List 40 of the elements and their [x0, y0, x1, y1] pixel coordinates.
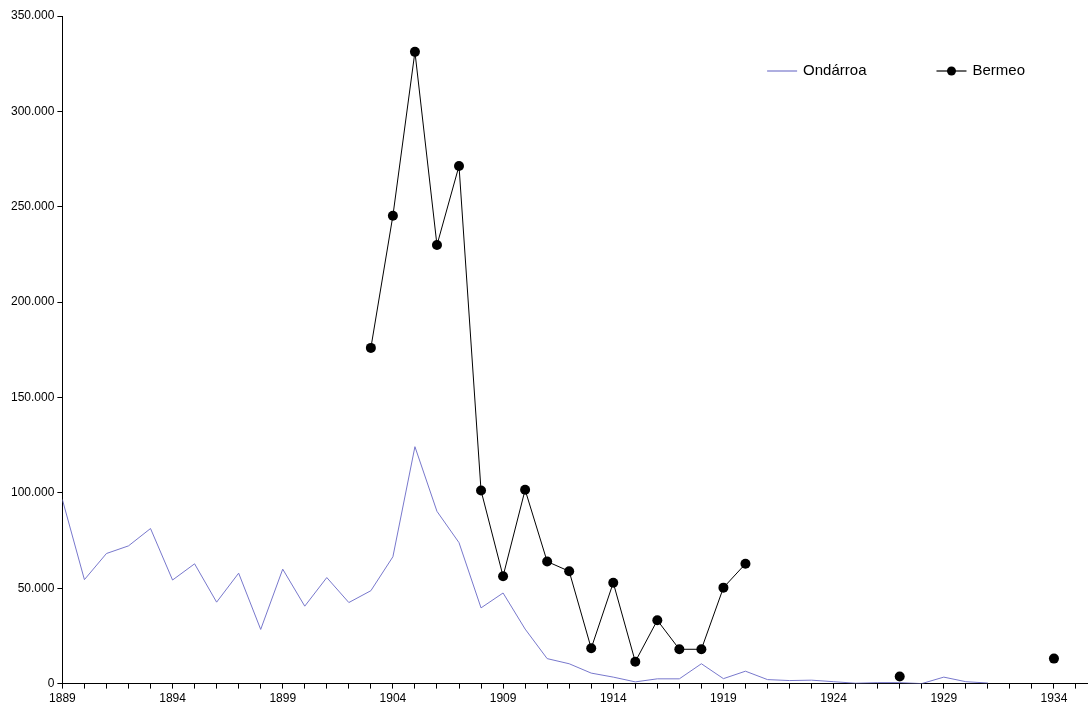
x-tick-label: 1894	[159, 691, 187, 706]
point	[409, 46, 420, 57]
x-tick-label: 1929	[930, 691, 958, 706]
x-tick-label: 1924	[820, 691, 848, 706]
point	[718, 582, 729, 593]
x-tick-label: 1914	[599, 691, 627, 706]
point	[608, 577, 619, 588]
y-tick-label: 250.000	[10, 199, 55, 214]
legend-label: Bermeo	[972, 61, 1026, 79]
point	[1048, 653, 1059, 664]
point	[520, 484, 531, 495]
point	[674, 644, 685, 655]
point	[387, 210, 398, 221]
point	[476, 485, 487, 496]
y-tick-label: 300.000	[10, 103, 55, 118]
legend-label: Ondárroa	[803, 61, 868, 79]
y-tick-label: 50.000	[17, 580, 55, 595]
y-tick-label: 200.000	[10, 294, 55, 309]
point	[894, 671, 905, 682]
y-tick-label: 150.000	[10, 389, 55, 404]
x-tick-label: 1934	[1040, 691, 1068, 706]
point	[564, 566, 575, 577]
point	[431, 240, 442, 251]
point	[542, 556, 553, 567]
point	[696, 644, 707, 655]
x-tick-label: 1909	[489, 691, 517, 706]
x-tick-label: 1919	[710, 691, 738, 706]
point	[652, 615, 663, 626]
x-tick-label: 1899	[269, 691, 297, 706]
point	[586, 643, 597, 654]
y-tick-label: 350.000	[10, 8, 55, 23]
x-tick-label: 1889	[49, 691, 77, 706]
point	[740, 558, 751, 569]
point	[630, 656, 641, 667]
y-tick-label: 0	[47, 675, 55, 690]
point	[365, 342, 376, 353]
x-tick-label: 1904	[379, 691, 407, 706]
point	[454, 160, 465, 171]
y-tick-label: 100.000	[10, 485, 55, 500]
point	[498, 571, 509, 582]
